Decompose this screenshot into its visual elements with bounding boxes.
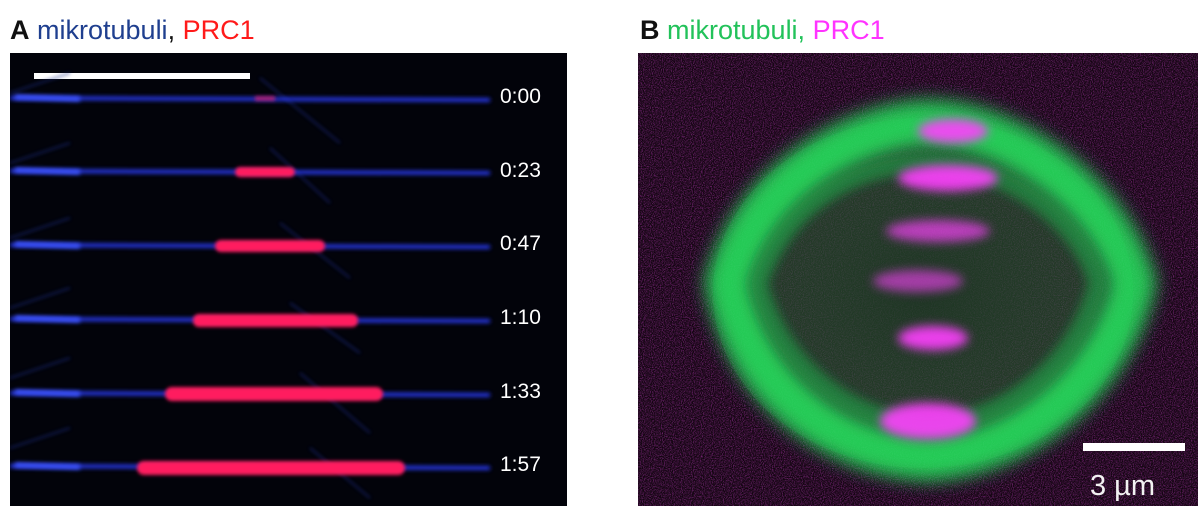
timestamp-3: 1:10 [500,306,541,329]
panel-b-microtubule-label: mikrotubuli, [667,15,806,45]
timestamp-1: 0:23 [500,159,541,182]
panel-a-scale-bar [34,73,250,79]
timestamp-0: 0:00 [500,85,541,108]
panel-b-prc1-label: PRC1 [812,15,885,45]
panel-b-title: B mikrotubuli, PRC1 [640,12,885,48]
panel-a-letter: A [10,15,30,45]
panel-a-micrograph: 0:00 0:23 0:47 1:10 1:33 1:57 [10,53,567,506]
timestamp-5: 1:57 [500,453,541,476]
panel-a-microtubule-label: mikrotubuli [37,15,168,45]
timestamp-4: 1:33 [500,380,541,403]
panel-b-letter: B [640,15,660,45]
panel-a-title: A mikrotubuli, PRC1 [10,12,255,48]
panel-b-scale-bar [1083,443,1185,451]
timestamp-2: 0:47 [500,232,541,255]
panel-a-prc1-label: PRC1 [182,15,255,45]
panel-a-separator: , [167,15,176,45]
panel-b-micrograph: 3 µm [638,53,1198,506]
panel-b-scale-label: 3 µm [1090,470,1155,502]
